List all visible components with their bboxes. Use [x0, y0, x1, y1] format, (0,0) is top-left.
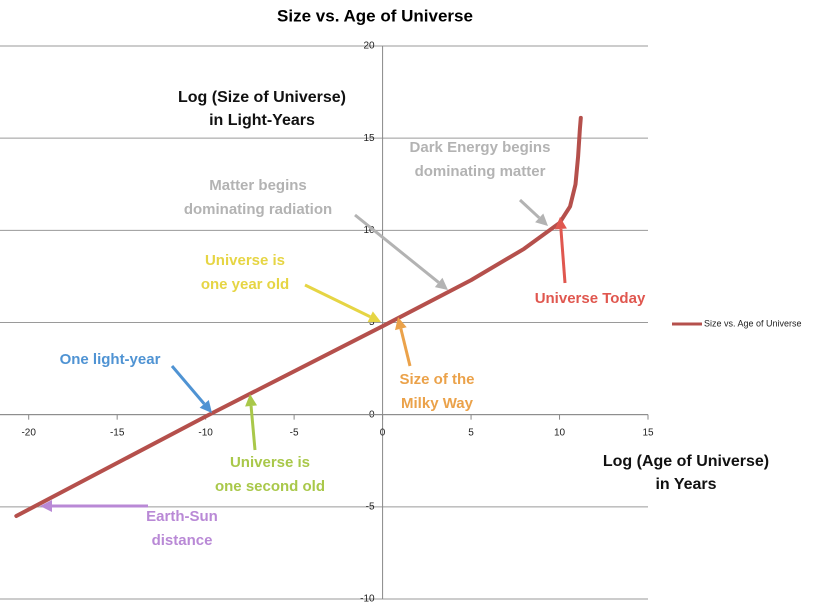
annotation-text: Matter begins: [209, 177, 307, 194]
chart-title: Size vs. Age of Universe: [277, 6, 473, 25]
x-tick-label: 5: [468, 427, 474, 438]
y-axis-label: in Light-Years: [209, 112, 315, 129]
x-tick-label: 15: [642, 427, 654, 438]
x-tick-label: -15: [110, 427, 125, 438]
annotation-arrow: [399, 328, 412, 367]
y-axis-label: Log (Size of Universe): [178, 89, 346, 106]
annotation-text: Universe is: [205, 252, 285, 269]
annotation-arrowhead: [535, 213, 548, 226]
annotation-arrow: [518, 198, 541, 219]
annotation-arrowhead: [199, 399, 212, 413]
annotation-text: Dark Energy begins: [410, 139, 551, 156]
annotation-arrowhead: [434, 277, 448, 290]
y-tick-label: 15: [363, 133, 375, 144]
x-tick-label: -20: [21, 427, 36, 438]
y-tick-label: 20: [363, 41, 375, 52]
x-tick-label: -10: [198, 427, 213, 438]
annotation-text: Earth-Sun: [146, 508, 218, 525]
y-tick-label: 5: [369, 317, 375, 328]
y-tick-label: 10: [363, 225, 375, 236]
annotation-arrow: [559, 228, 567, 284]
annotation-arrowhead: [40, 500, 52, 512]
annotation-text: Size of the: [399, 371, 474, 388]
x-tick-label: 0: [380, 427, 386, 438]
annotation-arrow: [304, 283, 371, 319]
annotation-text: Universe Today: [535, 290, 646, 307]
annotation-arrowhead: [554, 217, 567, 230]
annotation-text: Milky Way: [401, 395, 474, 412]
annotation-arrow: [354, 213, 440, 284]
annotation-arrowhead: [395, 317, 407, 331]
annotation-text: One light-year: [60, 351, 161, 368]
annotation-text: one year old: [201, 276, 289, 293]
annotation-text: distance: [152, 532, 213, 549]
x-axis-label: in Years: [655, 476, 716, 493]
x-tick-label: 10: [554, 427, 566, 438]
x-tick-label: -5: [290, 427, 299, 438]
annotation-arrow: [249, 405, 257, 451]
annotation-text: one second old: [215, 478, 325, 495]
legend-label: Size vs. Age of Universe: [704, 318, 802, 328]
y-tick-label: -10: [360, 594, 375, 605]
annotation-text: dominating matter: [415, 163, 546, 180]
annotation-text: dominating radiation: [184, 201, 332, 218]
y-tick-label: -5: [366, 501, 375, 512]
annotation-arrow: [170, 365, 206, 405]
annotation-arrowhead: [367, 311, 381, 323]
x-axis-label: Log (Age of Universe): [603, 453, 769, 470]
annotation-text: Universe is: [230, 454, 310, 471]
annotation-arrowhead: [245, 394, 258, 407]
